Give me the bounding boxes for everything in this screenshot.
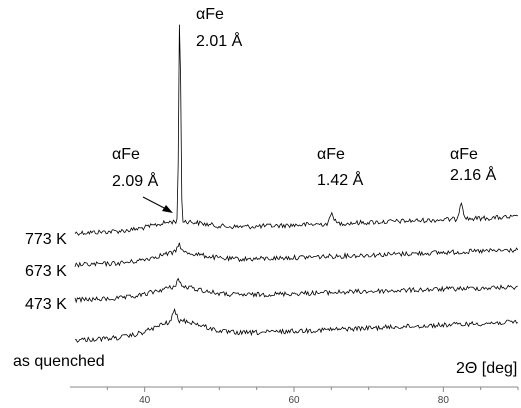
annotation-d-spacing-3: 1.42 Å [317,170,364,189]
series-label-473k: 473 K [25,296,67,313]
x-axis-ticks: 40 60 80 [106,387,519,406]
annotation-phase-2: αFe [196,6,224,23]
annotation-phase-3: αFe [317,146,345,163]
x-tick-label: 80 [438,395,450,406]
annotation-arrowhead [162,205,173,213]
series-label-as-quenched: as quenched [13,353,105,370]
series-line-673-k [74,242,519,268]
annotation-d-spacing-1: 2.09 Å [112,171,159,190]
series-line-as-quenched [74,307,519,343]
annotation-phase-1: αFe [112,146,140,163]
x-tick-label: 60 [288,395,300,406]
annotation-phase-4: αFe [450,146,478,163]
series-line-473-k [74,277,518,304]
annotation-d-spacing-2: 2.01 Å [196,31,243,50]
x-axis-label: 2Θ [deg] [456,360,517,377]
series-line-773-k [74,24,519,236]
annotation-d-spacing-4: 2.16 Å [450,165,497,184]
traces-group [74,24,519,343]
series-label-773k: 773 K [25,231,67,248]
annotation-arrow [142,196,169,211]
x-tick-label: 40 [139,395,151,406]
series-label-673k: 673 K [25,263,67,280]
